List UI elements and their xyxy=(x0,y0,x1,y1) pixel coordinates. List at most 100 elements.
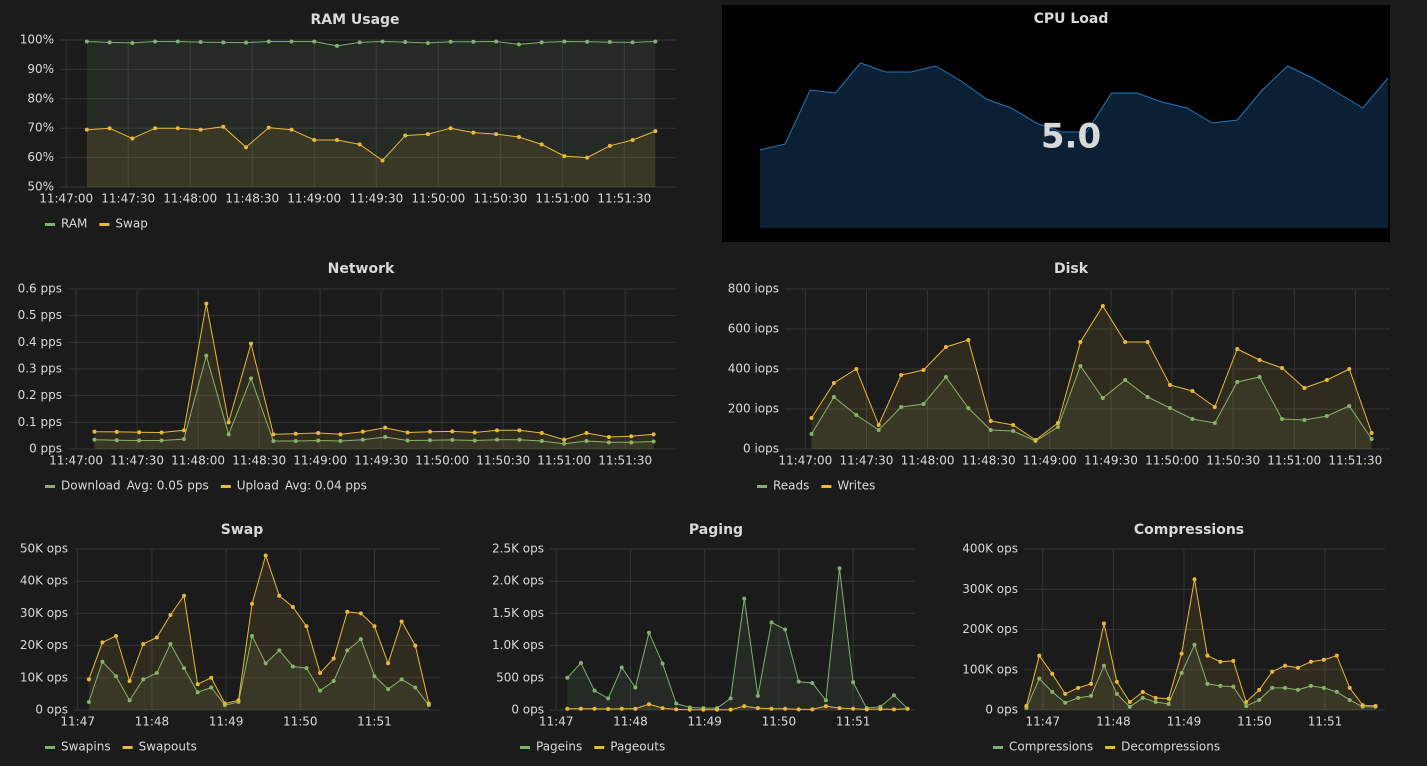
data-point xyxy=(209,675,214,680)
data-point xyxy=(137,438,142,443)
x-tick-label: 11:47:30 xyxy=(101,192,155,206)
data-point xyxy=(1369,431,1374,435)
data-point xyxy=(516,42,521,47)
data-point xyxy=(130,40,135,45)
data-point xyxy=(1037,676,1042,681)
y-tick-label: 0.5 pps xyxy=(18,308,62,322)
series-area xyxy=(94,303,654,449)
legend-label: Swap xyxy=(115,217,147,231)
data-point xyxy=(1369,437,1374,441)
data-point xyxy=(338,439,343,443)
x-tick-label: 11:50 xyxy=(283,715,318,729)
x-tick-label: 11:49:00 xyxy=(293,454,347,468)
data-point xyxy=(653,39,658,44)
data-point xyxy=(1145,395,1150,399)
x-tick-label: 11:48:30 xyxy=(232,454,286,468)
x-tick-label: 11:49:00 xyxy=(1023,454,1077,468)
data-point xyxy=(209,685,214,690)
data-point xyxy=(312,137,317,142)
data-point xyxy=(372,624,377,629)
data-point xyxy=(1140,695,1145,700)
data-point xyxy=(1295,687,1300,692)
data-point xyxy=(182,666,187,671)
legend-swatch xyxy=(220,485,231,488)
data-point xyxy=(266,125,271,130)
data-point xyxy=(660,661,665,666)
legend-label: Upload xyxy=(237,479,279,493)
data-point xyxy=(1024,703,1029,708)
y-tick-label: 0 iops xyxy=(743,442,779,456)
data-point xyxy=(222,701,227,706)
data-point xyxy=(1270,669,1275,674)
x-tick-label: 11:50:00 xyxy=(411,192,465,206)
x-tick-label: 11:47:00 xyxy=(39,192,93,206)
data-point xyxy=(1168,406,1172,410)
data-point xyxy=(1205,653,1210,658)
data-point xyxy=(607,143,612,148)
x-tick-label: 11:48 xyxy=(613,715,648,729)
x-tick-label: 11:49 xyxy=(1167,715,1202,729)
data-point xyxy=(168,613,173,618)
data-point xyxy=(1179,651,1184,656)
data-point xyxy=(1347,685,1352,690)
data-point xyxy=(1244,699,1249,704)
y-tick-label: 500 ops xyxy=(496,670,544,684)
data-point xyxy=(633,685,638,690)
chart-title: CPU Load xyxy=(1034,11,1109,27)
data-point xyxy=(360,429,365,434)
series-line xyxy=(88,553,430,705)
series-area xyxy=(811,366,1372,449)
data-point xyxy=(472,430,477,435)
data-point xyxy=(293,439,298,443)
data-point xyxy=(1114,691,1119,696)
data-point xyxy=(864,707,869,712)
data-point xyxy=(1295,665,1300,670)
data-point xyxy=(399,677,404,682)
x-tick-label: 11:51:30 xyxy=(598,454,652,468)
data-point xyxy=(495,428,500,433)
data-point xyxy=(851,680,856,685)
data-point xyxy=(334,137,339,142)
y-tick-label: 40K ops xyxy=(20,574,68,588)
chart-title: Disk xyxy=(1054,261,1089,277)
data-point xyxy=(809,416,814,420)
y-tick-label: 0 pps xyxy=(29,442,62,456)
data-point xyxy=(1302,418,1307,422)
legend-label: Pageouts xyxy=(610,740,665,754)
data-point xyxy=(244,40,249,45)
x-tick-label: 11:47 xyxy=(60,715,95,729)
data-point xyxy=(204,301,209,306)
legend-swatch xyxy=(757,485,767,488)
data-point xyxy=(107,126,112,131)
y-tick-label: 2.5K ops xyxy=(492,542,544,556)
data-point xyxy=(290,604,295,609)
data-point xyxy=(114,633,119,638)
data-point xyxy=(345,609,350,614)
data-point xyxy=(380,158,385,163)
data-point xyxy=(425,132,430,137)
data-point xyxy=(831,381,836,385)
chart-title: Swap xyxy=(221,522,264,538)
x-tick-label: 11:51 xyxy=(1308,715,1343,729)
data-point xyxy=(810,707,815,712)
data-point xyxy=(988,419,993,423)
data-point xyxy=(403,133,408,138)
data-point xyxy=(1114,679,1119,684)
x-tick-label: 11:49:00 xyxy=(287,192,341,206)
data-point xyxy=(606,696,611,701)
data-point xyxy=(1063,691,1068,696)
data-point xyxy=(1218,659,1223,664)
data-point xyxy=(578,660,583,665)
data-point xyxy=(1270,685,1275,690)
data-point xyxy=(796,679,801,684)
data-point xyxy=(304,666,309,671)
data-point xyxy=(1334,689,1339,694)
data-point xyxy=(1179,670,1184,675)
data-point xyxy=(1037,653,1042,658)
data-point xyxy=(1231,658,1236,663)
data-point xyxy=(386,661,391,666)
data-point xyxy=(290,664,295,669)
data-point xyxy=(1101,621,1106,626)
y-tick-label: 0 ops xyxy=(511,703,544,717)
